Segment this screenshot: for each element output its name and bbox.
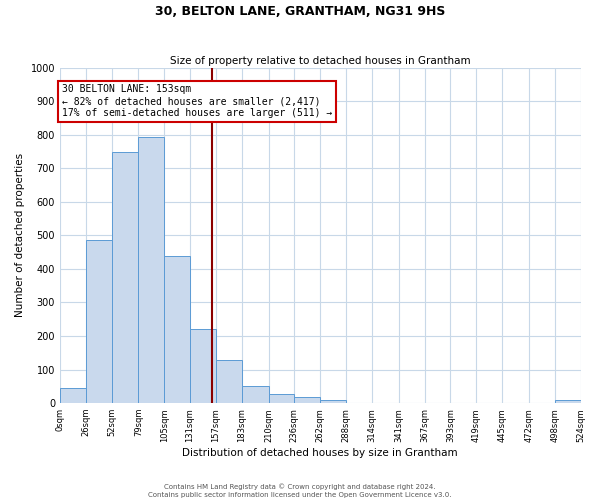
Title: Size of property relative to detached houses in Grantham: Size of property relative to detached ho… <box>170 56 470 66</box>
Bar <box>242 386 269 403</box>
Text: 30 BELTON LANE: 153sqm
← 82% of detached houses are smaller (2,417)
17% of semi-: 30 BELTON LANE: 153sqm ← 82% of detached… <box>62 84 332 117</box>
Bar <box>269 394 295 403</box>
X-axis label: Distribution of detached houses by size in Grantham: Distribution of detached houses by size … <box>182 448 458 458</box>
Bar <box>190 330 216 403</box>
Bar <box>112 152 139 403</box>
Text: Contains HM Land Registry data © Crown copyright and database right 2024.
Contai: Contains HM Land Registry data © Crown c… <box>148 483 452 498</box>
Bar <box>295 397 320 403</box>
Bar <box>320 400 346 403</box>
Bar <box>60 388 86 403</box>
Bar <box>216 360 242 403</box>
Y-axis label: Number of detached properties: Number of detached properties <box>15 154 25 318</box>
Bar <box>554 400 581 403</box>
Bar <box>86 240 112 403</box>
Text: 30, BELTON LANE, GRANTHAM, NG31 9HS: 30, BELTON LANE, GRANTHAM, NG31 9HS <box>155 5 445 18</box>
Bar <box>139 137 164 403</box>
Bar <box>164 256 190 403</box>
